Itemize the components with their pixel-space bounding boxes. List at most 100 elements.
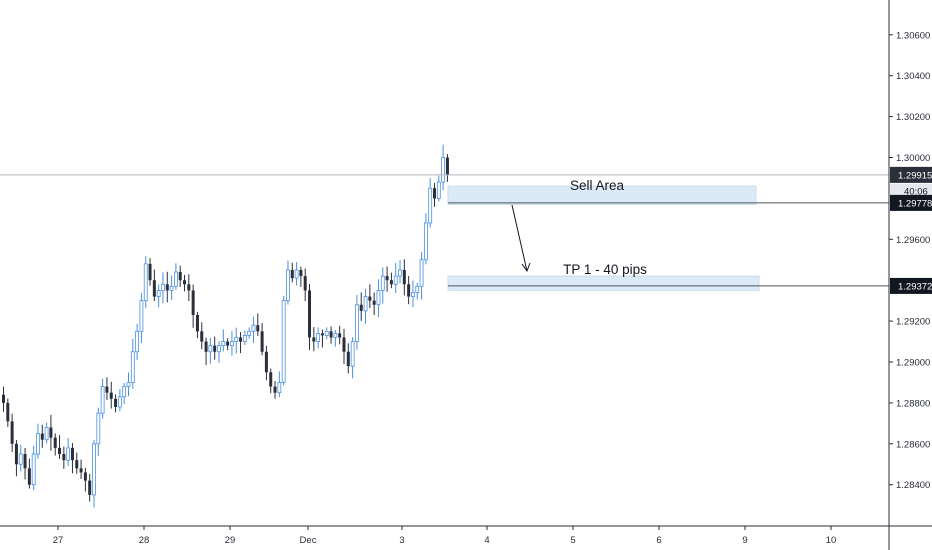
candle-body-77 <box>333 332 338 338</box>
candle-body-44 <box>191 290 195 315</box>
candle-body-100 <box>433 188 436 199</box>
candle-body-11 <box>49 427 53 438</box>
candle-body-7 <box>31 453 36 486</box>
current-price-tag-text: 1.29915 <box>898 170 932 181</box>
candle-body-20 <box>88 480 92 495</box>
candle-body-18 <box>79 468 83 473</box>
candle-body-33 <box>143 263 148 302</box>
candle-body-13 <box>58 447 62 455</box>
candle-body-9 <box>40 433 44 440</box>
candle-body-39 <box>169 285 174 291</box>
candle-body-51 <box>221 341 226 347</box>
candle-body-84 <box>363 296 368 312</box>
y-tick-label-7: 1.28800 <box>896 398 930 409</box>
candle-body-102 <box>441 157 446 183</box>
arrow-head <box>521 262 531 273</box>
x-tick-label-8: 9 <box>742 535 747 546</box>
candle-body-93 <box>402 269 406 285</box>
candle-body-92 <box>398 269 402 277</box>
candle-body-94 <box>407 284 411 297</box>
candle-body-32 <box>139 300 144 332</box>
candle-body-22 <box>96 412 101 445</box>
candle-body-4 <box>18 453 23 465</box>
candle-body-90 <box>389 280 393 285</box>
candle-body-71 <box>308 290 312 338</box>
y-tick-label-9: 1.28400 <box>896 480 930 491</box>
y-tick-label-8: 1.28600 <box>896 439 930 450</box>
candle-body-48 <box>208 345 213 353</box>
candle-body-16 <box>70 447 74 461</box>
candle-body-61 <box>264 351 268 373</box>
chart-overlays: Sell Area TP 1 - 40 pips <box>0 174 889 287</box>
candle-body-82 <box>355 304 359 342</box>
x-tick-label-5: 4 <box>484 535 489 546</box>
candle-body-58 <box>251 324 256 332</box>
candle-body-63 <box>273 386 277 393</box>
candle-body-66 <box>286 269 290 302</box>
candle-body-35 <box>152 280 156 297</box>
candle-body-10 <box>44 427 49 441</box>
candle-body-41 <box>178 272 182 281</box>
candle-body-56 <box>242 335 247 342</box>
candle-body-54 <box>234 337 239 342</box>
countdown-bg <box>890 183 932 198</box>
candle-body-14 <box>62 454 66 461</box>
annotation-zones <box>447 185 760 291</box>
candle-body-95 <box>411 292 415 297</box>
candle-body-73 <box>316 332 321 342</box>
candle-body-86 <box>372 300 376 305</box>
candle-body-68 <box>294 269 299 279</box>
candle-body-83 <box>359 304 363 311</box>
candle-body-72 <box>312 337 316 342</box>
level-tag-0-text: 1.29778 <box>898 198 932 209</box>
y-tick-label-0: 1.30600 <box>896 30 930 41</box>
candle-body-75 <box>324 330 329 336</box>
candle-body-12 <box>53 437 57 448</box>
candle-body-55 <box>239 337 243 342</box>
x-tick-label-1: 28 <box>139 535 150 546</box>
candle-body-62 <box>269 372 273 387</box>
candle-body-24 <box>105 386 109 393</box>
candle-body-96 <box>415 285 420 293</box>
candle-body-5 <box>23 454 27 469</box>
candle-body-81 <box>350 341 355 367</box>
x-tick-label-6: 5 <box>570 535 575 546</box>
candle-body-80 <box>346 351 350 367</box>
countdown-text: 40:06 <box>904 186 928 197</box>
y-tick-label-6: 1.29000 <box>896 358 930 369</box>
candle-body-25 <box>109 392 113 399</box>
candle-body-19 <box>83 472 87 481</box>
zone-1 <box>447 275 760 291</box>
candle-body-47 <box>204 341 208 352</box>
x-tick-label-9: 10 <box>826 535 837 546</box>
candle-body-0 <box>2 394 5 403</box>
candle-body-85 <box>368 296 372 301</box>
level-tag-0-bg <box>890 194 932 211</box>
candle-body-40 <box>173 271 178 287</box>
candles <box>2 144 449 508</box>
candle-body-53 <box>230 341 234 347</box>
y-tick-label-5: 1.29200 <box>896 317 930 328</box>
x-tick-label-0: 27 <box>53 535 64 546</box>
candle-body-3 <box>14 443 18 465</box>
candle-body-6 <box>27 468 31 485</box>
candle-body-87 <box>376 290 381 306</box>
candle-body-103 <box>445 157 449 175</box>
candle-body-43 <box>187 284 191 291</box>
candle-body-21 <box>92 443 96 496</box>
candle-body-99 <box>428 187 433 224</box>
zone-0 <box>447 185 757 206</box>
candle-body-38 <box>165 284 169 291</box>
candle-body-52 <box>226 341 230 346</box>
candle-body-45 <box>195 314 199 332</box>
candle-body-98 <box>423 222 428 261</box>
candle-body-49 <box>213 345 217 352</box>
annotation-label-0: Sell Area <box>570 178 625 193</box>
candle-body-70 <box>303 276 307 291</box>
candle-body-27 <box>117 396 122 408</box>
candle-body-30 <box>130 351 135 383</box>
candle-body-76 <box>329 331 333 338</box>
x-tick-label-2: 29 <box>225 535 236 546</box>
